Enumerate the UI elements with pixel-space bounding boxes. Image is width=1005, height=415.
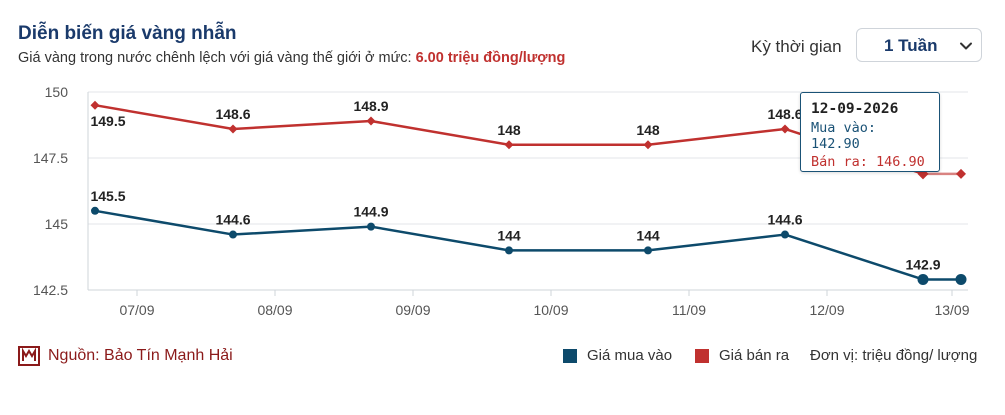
buy-point-marker — [955, 273, 967, 285]
y-tick-label: 145 — [45, 216, 69, 232]
buy-data-label: 144.6 — [767, 212, 802, 228]
buy-data-label: 144 — [497, 227, 521, 243]
buy-point-marker — [367, 222, 375, 231]
gold-price-chart: 150 147.5 145 142.5 07/09 08/09 09/09 10/09 11/0… — [33, 84, 970, 318]
chevron-down-icon — [960, 42, 972, 50]
unit-label: Đơn vị: triệu đồng/ lượng — [810, 347, 978, 364]
y-tick-label: 147.5 — [33, 150, 68, 166]
legend-swatch-sell — [695, 348, 709, 363]
chart-subtitle: Giá vàng trong nước chênh lệch với giá v… — [18, 50, 565, 66]
sell-point-marker — [504, 140, 514, 150]
buy-data-label: 144.6 — [215, 212, 250, 228]
x-tick-label: 07/09 — [119, 302, 154, 318]
x-tick-label: 08/09 — [257, 302, 292, 318]
legend-label-sell: Giá bán ra — [719, 347, 790, 364]
sell-data-label: 148.6 — [215, 106, 250, 122]
chart-tooltip: 12-09-2026 Mua vào: 142.90 Bán ra: 146.9… — [800, 92, 940, 172]
price-gap-value: 6.00 triệu đồng/lượng — [415, 50, 566, 66]
subtitle-text: Giá vàng trong nước chênh lệch với giá v… — [18, 50, 412, 66]
sell-data-label: 148 — [636, 122, 660, 138]
legend-swatch-buy — [563, 348, 577, 363]
sell-data-label: 148 — [497, 122, 521, 138]
sell-point-marker — [366, 116, 376, 126]
period-selected-value: 1 Tuần — [884, 36, 938, 55]
x-tick-label: 09/09 — [395, 302, 430, 318]
source-text: Nguồn: Bảo Tín Mạnh Hải — [48, 347, 233, 364]
x-tick-label: 10/09 — [533, 302, 568, 318]
sell-point-marker — [228, 124, 238, 134]
tooltip-buy: Mua vào: 142.90 — [811, 120, 877, 152]
buy-point-marker — [91, 206, 99, 215]
buy-data-label: 144.9 — [353, 204, 388, 220]
source: Nguồn: Bảo Tín Mạnh Hải — [18, 346, 233, 366]
x-tick-label: 13/09 — [934, 302, 969, 318]
sell-data-label: 148.9 — [353, 98, 388, 114]
buy-point-marker — [781, 230, 789, 239]
buy-data-label: 142.9 — [905, 256, 940, 272]
buy-point-marker — [644, 246, 652, 255]
x-tick-label: 11/09 — [672, 302, 706, 318]
y-tick-label: 142.5 — [33, 282, 68, 298]
buy-point-marker — [229, 230, 237, 239]
period-select[interactable]: 1 Tuần — [856, 28, 982, 62]
sell-point-marker — [956, 168, 966, 179]
sell-data-label: 149.5 — [90, 113, 125, 129]
buy-point-marker — [505, 246, 513, 255]
tooltip-sell: Bán ra: 146.90 — [811, 154, 925, 170]
period-label: Kỳ thời gian — [751, 37, 842, 56]
sell-point-marker — [780, 124, 790, 134]
buy-data-label: 145.5 — [90, 188, 125, 204]
legend-label-buy: Giá mua vào — [587, 347, 673, 364]
sell-point-marker — [90, 100, 100, 110]
sell-point-marker — [643, 140, 653, 150]
buy-data-label: 144 — [636, 227, 660, 243]
legend-item-buy[interactable]: Giá mua vào — [563, 347, 672, 364]
x-tick-label: 12/09 — [809, 302, 844, 318]
brand-logo-icon — [18, 346, 40, 366]
legend-item-sell[interactable]: Giá bán ra — [695, 347, 789, 364]
chart-title: Diễn biến giá vàng nhẫn — [18, 23, 237, 44]
sell-data-label: 148.6 — [767, 106, 802, 122]
tooltip-date: 12-09-2026 — [811, 101, 899, 117]
y-tick-label: 150 — [45, 84, 69, 100]
